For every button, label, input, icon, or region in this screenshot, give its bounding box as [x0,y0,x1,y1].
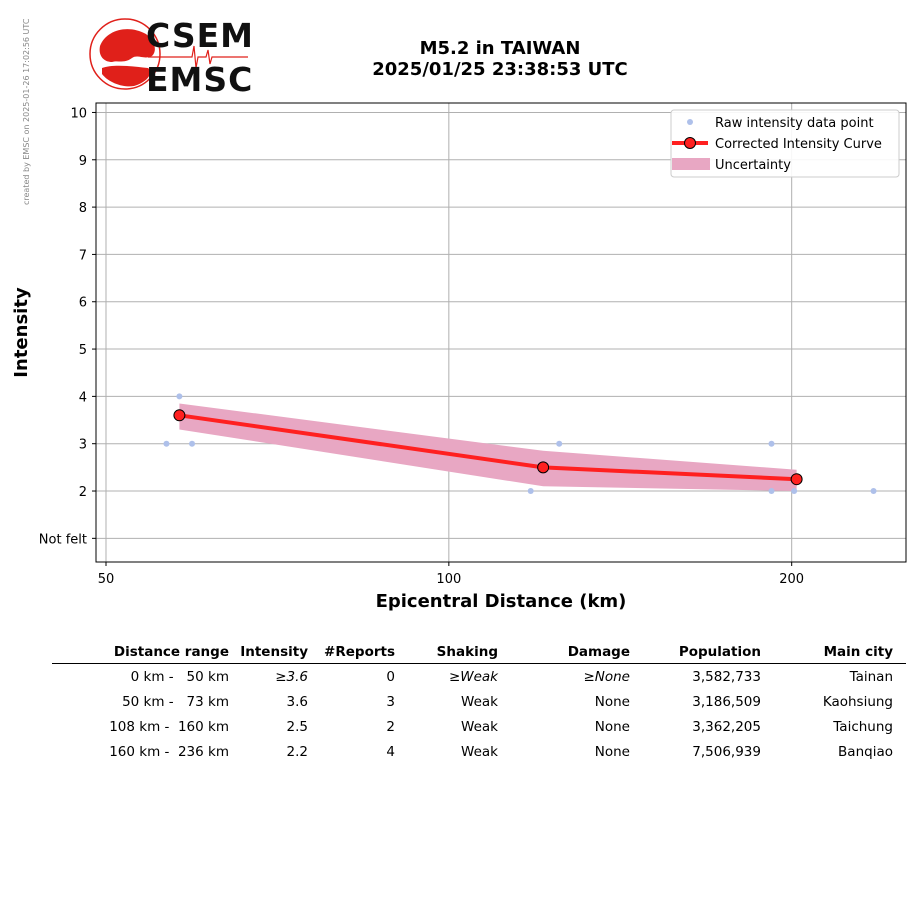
raw-data-point [768,440,775,447]
table-cell: 3 [386,694,395,710]
raw-data-point [791,488,798,495]
x-axis-label: Epicentral Distance (km) [376,591,627,612]
title-datetime: 2025/01/25 23:38:53 UTC [372,59,628,80]
table-cell: 3,362,205 [692,719,761,735]
table-cell: Weak [461,719,498,735]
table-cell: 2 [386,719,395,735]
table-cell: 2.5 [286,719,308,735]
table-cell: 3,582,733 [692,669,761,685]
logo-emsc-text: EMSC [146,60,254,99]
title-event: M5.2 in TAIWAN [419,38,581,59]
table-cell: 3,186,509 [692,694,761,710]
intensity-chart: 50 100 200 Not felt 2 3 4 5 6 7 8 9 10 Epicentral Dis… [11,102,907,612]
table-cell: Banqiao [838,744,893,760]
x-tick-label: 100 [436,572,461,587]
header-shaking: Shaking [436,644,498,660]
table-header-row: Distance range Intensity #Reports Shakin… [52,644,906,664]
table-cell: 0 km - 50 km [130,669,229,685]
y-tick-label: 7 [79,248,87,263]
curve-marker [790,473,803,486]
legend-curve-marker [684,137,696,149]
uncertainty-band [179,403,797,492]
y-tick-label: 4 [79,390,87,405]
table-row: 50 km - 73 km 3.6 3 Weak None 3,186,509 Kaohsi… [52,694,906,714]
raw-data-point [768,488,775,495]
curve-marker [173,409,186,422]
header-population: Population [678,644,761,660]
legend-label: Raw intensity data point [715,116,874,131]
table-header-divider [52,663,906,664]
y-tick-label: 6 [79,296,87,311]
legend-label: Uncertainty [715,158,791,173]
curve-marker [537,461,550,474]
table-cell: 2.2 [286,744,308,760]
table-cell: Weak [461,744,498,760]
table-cell: None [594,719,630,735]
y-tick-label: Not felt [39,532,87,547]
header-distance-range: Distance range [113,644,229,660]
header-reports: #Reports [324,644,395,660]
table-cell: 108 km - 160 km [109,719,229,735]
y-tick-label: 8 [79,201,87,216]
raw-data-point [556,440,563,447]
table-cell: ≥None [583,669,630,685]
table-row: 160 km - 236 km 2.2 4 Weak None 7,506,939 Banq… [52,744,906,764]
table-cell: 160 km - 236 km [109,744,229,760]
table-cell: None [594,744,630,760]
table-cell: 0 [386,669,395,685]
raw-data-point [870,488,877,495]
table-cell: Kaohsiung [822,694,893,710]
emsc-logo: CSEM EMSC [88,16,258,99]
legend-box [670,109,900,178]
header-main-city: Main city [823,644,893,660]
table-cell: 7,506,939 [692,744,761,760]
y-tick-label: 3 [79,438,87,453]
table-cell: None [594,694,630,710]
y-axis-label: Intensity [11,287,32,378]
table-cell: 4 [386,744,395,760]
table-cell: 50 km - 73 km [122,694,229,710]
y-tick-label: 10 [70,106,87,121]
legend-band-swatch [672,158,710,170]
table-row: 0 km - 50 km ≥3.6 0 ≥Weak ≥None 3,582,733 Tain… [52,669,906,689]
legend-label: Corrected Intensity Curve [715,137,882,152]
plot-frame [95,102,907,563]
table-cell: Taichung [833,719,893,735]
table-cell: Weak [461,694,498,710]
table-cell: Tainan [849,669,893,685]
y-tick-label: 9 [79,154,87,169]
x-tick-label: 200 [779,572,804,587]
x-tick-label: 50 [98,572,115,587]
chart-legend: Raw intensity data point Corrected Intens… [670,109,900,178]
logo-csem-text: CSEM [146,16,254,55]
table-cell: 3.6 [286,694,308,710]
y-tick-label: 2 [79,485,87,500]
raw-data-point [163,440,170,447]
table-row: 108 km - 160 km 2.5 2 Weak None 3,362,205 Taic… [52,719,906,739]
header-damage: Damage [567,644,630,660]
chart-title: M5.2 in TAIWAN 2025/01/25 23:38:53 UTC [300,38,700,80]
globe-logo-icon [89,18,248,90]
table-cell: ≥3.6 [275,669,308,685]
table-cell: ≥Weak [448,669,498,685]
y-tick-label: 5 [79,343,87,358]
header-intensity: Intensity [240,644,308,660]
raw-data-point [189,440,196,447]
raw-data-point [176,393,183,400]
raw-data-point [527,488,534,495]
legend-raw-swatch [687,119,693,125]
